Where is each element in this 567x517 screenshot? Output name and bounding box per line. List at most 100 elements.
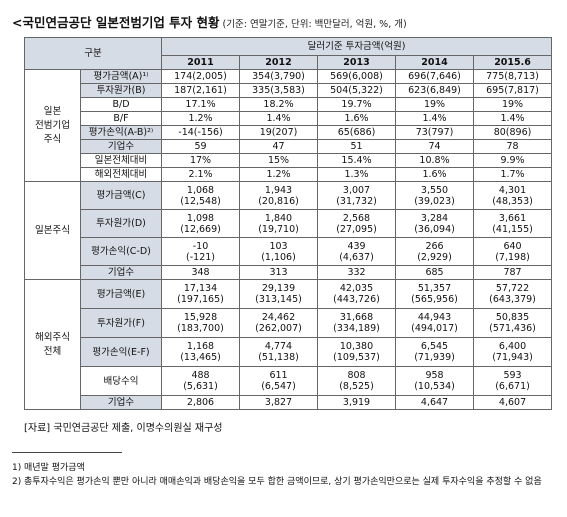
table-cell: 1.2% — [161, 111, 241, 126]
investment-table: 구분 달러기준 투자금액(억원) 2011 2012 2013 2014 201… — [23, 37, 553, 410]
table-cell: 17% — [161, 153, 241, 168]
table-cell: 504(5,322) — [317, 83, 397, 98]
source-note: [자료] 국민연금공단 제출, 이명수의원실 재구성 — [24, 423, 223, 434]
table-cell: 3,827 — [239, 395, 319, 410]
table-cell: 808 (8,525) — [317, 366, 397, 396]
table-cell: 57,722 (643,379) — [473, 279, 553, 309]
table-cell: 569(6,008) — [317, 69, 397, 84]
table-cell: 17,134 (197,165) — [161, 279, 241, 309]
row-label: 일본전체대비 — [79, 153, 163, 168]
table-cell: 958 (10,534) — [395, 366, 475, 396]
table-cell: 80(896) — [473, 125, 553, 140]
table-cell: 1.7% — [473, 167, 553, 182]
footnote-text: 총투자수익은 평가손익 뿐만 아니라 매매손익과 배당손익을 모두 합한 금액이… — [24, 477, 542, 487]
title-main: <국민연금공단 일본전범기업 투자 현황 — [12, 15, 220, 30]
table-cell: 313 — [239, 265, 319, 280]
footnote-1: 1) 매년말 평가금액 — [12, 462, 85, 474]
table-cell: 19% — [395, 97, 475, 112]
table-cell: 1,943 (20,816) — [239, 181, 319, 210]
header-span: 달러기준 투자금액(억원) — [161, 37, 553, 56]
table-cell: 1.6% — [317, 111, 397, 126]
row-label: 투자원가(B) — [79, 83, 163, 98]
table-cell: 42,035 (443,726) — [317, 279, 397, 309]
table-cell: 3,284 (36,094) — [395, 209, 475, 238]
table-cell: 4,301 (48,353) — [473, 181, 553, 210]
row-label: 평가금액(A)¹⁾ — [79, 69, 163, 84]
table-cell: 266 (2,929) — [395, 237, 475, 266]
table-cell: 50,835 (571,436) — [473, 308, 553, 338]
table-cell: 187(2,161) — [161, 83, 241, 98]
table-cell: 611 (6,547) — [239, 366, 319, 396]
table-cell: 9.9% — [473, 153, 553, 168]
table-row: 배당수익 488 (5,631) 611 (6,547) 808 (8,525) 95… — [25, 366, 553, 396]
table-cell: 593 (6,671) — [473, 366, 553, 396]
table-cell: 3,661 (41,155) — [473, 209, 553, 238]
table-row: B/D 17.1% 18.2% 19.7% 19% 19% — [25, 97, 553, 112]
table-cell: 354(3,790) — [239, 69, 319, 84]
table-row: 평가손익(C-D) -10 (-121) 103 (1,106) 439 (4,637… — [25, 237, 553, 266]
table-cell: 3,550 (39,023) — [395, 181, 475, 210]
table-cell: 1,840 (19,710) — [239, 209, 319, 238]
row-label: 기업수 — [79, 395, 163, 410]
table-cell: 2,568 (27,095) — [317, 209, 397, 238]
footnote-text: 매년말 평가금액 — [24, 463, 85, 473]
table-cell: 4,647 — [395, 395, 475, 410]
table-cell: 696(7,646) — [395, 69, 475, 84]
table-row: 기업수 59 47 51 74 78 — [25, 139, 553, 154]
year-header: 2012 — [239, 55, 319, 70]
table-cell: 685 — [395, 265, 475, 280]
table-cell: 29,139 (313,145) — [239, 279, 319, 309]
table-cell: 59 — [161, 139, 241, 154]
footnote-divider — [12, 452, 122, 453]
table-cell: 3,919 — [317, 395, 397, 410]
table-cell: 2.1% — [161, 167, 241, 182]
table-cell: 1.4% — [395, 111, 475, 126]
table-cell: 439 (4,637) — [317, 237, 397, 266]
table-cell: 1.6% — [395, 167, 475, 182]
table-cell: 31,668 (334,189) — [317, 308, 397, 338]
table-cell: 623(6,849) — [395, 83, 475, 98]
table-row: 해외주식 전체 평가금액(E) 17,134 (197,165) 29,139 (3… — [24, 279, 553, 410]
table-cell: 19(207) — [239, 125, 319, 140]
table-cell: -10 (-121) — [161, 237, 241, 266]
table-cell: 640 (7,198) — [473, 237, 553, 266]
year-header: 2011 — [161, 55, 241, 70]
table-cell: 1,068 (12,548) — [161, 181, 241, 210]
table-cell: 51 — [317, 139, 397, 154]
table-cell: 6,400 (71,943) — [473, 337, 553, 367]
table-cell: 10.8% — [395, 153, 475, 168]
table-cell: 4,774 (51,138) — [239, 337, 319, 367]
header-group: 구분 — [23, 37, 163, 70]
table-cell: 3,007 (31,732) — [317, 181, 397, 210]
table-cell: 65(686) — [317, 125, 397, 140]
table-cell: 775(8,713) — [473, 69, 553, 84]
row-label: 평가손익(C-D) — [79, 237, 163, 266]
footnote-marker: 1) — [12, 463, 22, 473]
table-cell: 19% — [473, 97, 553, 112]
table-cell: 1.4% — [473, 111, 553, 126]
section-label-japan-war: 일본 전범기업 주식 — [24, 69, 81, 182]
table-row: 평가손익(A-B)²⁾ -14(-156) 19(207) 65(686) 73… — [25, 125, 553, 140]
table-cell: 24,462 (262,007) — [239, 308, 319, 338]
table-row: 기업수 348 313 332 685 787 — [25, 265, 553, 280]
table-cell: 74 — [395, 139, 475, 154]
table-cell: 15% — [239, 153, 319, 168]
table-cell: 335(3,583) — [239, 83, 319, 98]
table-cell: 4,607 — [473, 395, 553, 410]
year-header: 2013 — [317, 55, 397, 70]
row-label: 기업수 — [79, 139, 163, 154]
table-row: 기업수 2,806 3,827 3,919 4,647 4,607 — [25, 395, 553, 410]
title-unit-note: (기준: 연말기준, 단위: 백만달러, 억원, %, 개) — [219, 19, 407, 30]
table-cell: 1,098 (12,669) — [161, 209, 241, 238]
row-label: 평가손익(E-F) — [79, 337, 163, 367]
table-cell: 1.2% — [239, 167, 319, 182]
row-label: B/F — [79, 111, 163, 126]
row-label: 평가금액(C) — [79, 181, 163, 210]
table-cell: 787 — [473, 265, 553, 280]
table-cell: 103 (1,106) — [239, 237, 319, 266]
table-cell: 1.4% — [239, 111, 319, 126]
table-row: 평가손익(E-F) 1,168 (13,465) 4,774 (51,138) 10… — [25, 337, 553, 367]
table-cell: 19.7% — [317, 97, 397, 112]
row-label: 평가금액(E) — [79, 279, 163, 309]
